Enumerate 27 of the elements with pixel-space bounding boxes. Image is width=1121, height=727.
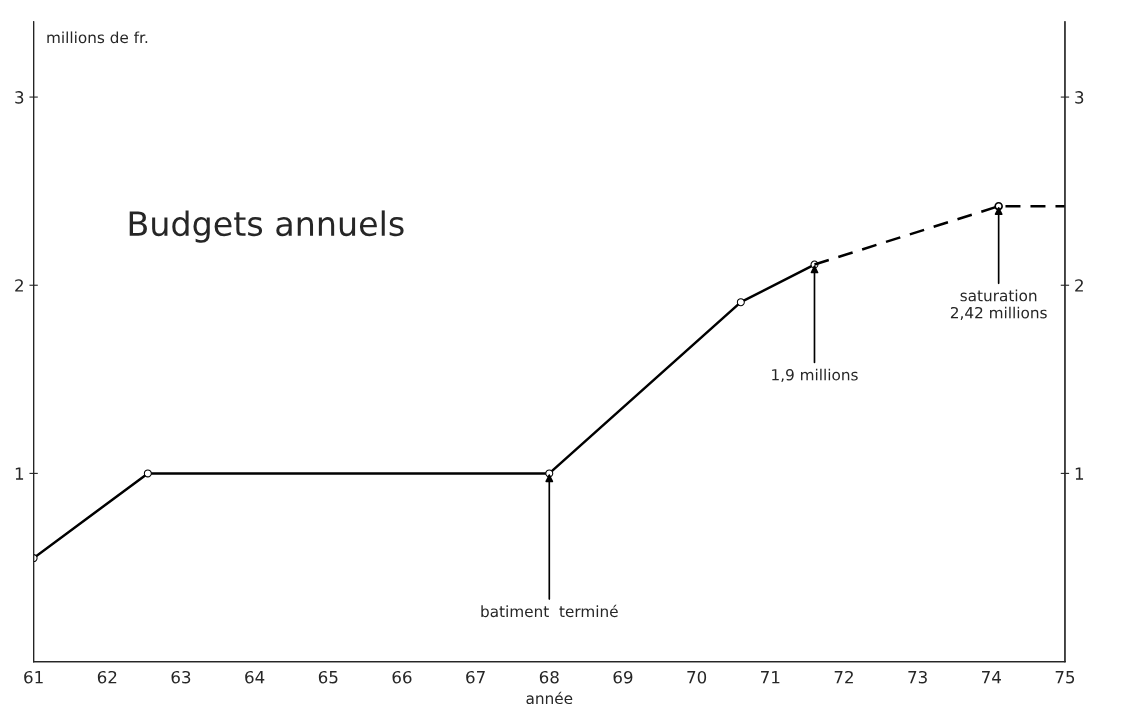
x-tick-label: 70 — [687, 670, 707, 684]
y2-tick-label: 1 — [1075, 467, 1084, 480]
x-tick-label: 62 — [97, 670, 117, 684]
x-axis-title: année — [526, 691, 573, 705]
x-tick-label: 67 — [466, 670, 485, 684]
annotation: 1,9 millions — [772, 368, 858, 383]
x-tick-label: 73 — [908, 670, 927, 684]
y-axis-title: millions de fr. — [47, 31, 148, 44]
annotation: batiment terminé — [481, 604, 618, 618]
text: Budgets annuels — [129, 210, 404, 243]
x-tick-label: 61 — [24, 670, 43, 684]
x-tick-label: 65 — [318, 670, 338, 684]
x-tick-label: 69 — [613, 670, 633, 684]
x-tick-label: 64 — [245, 670, 265, 684]
y-tick-label: 3 — [15, 91, 24, 104]
y-tick-label: 1 — [15, 467, 24, 480]
x-tick-label: 68 — [539, 670, 559, 684]
x-tick-label: 74 — [982, 671, 1001, 684]
y-tick-label: 2 — [15, 279, 23, 292]
x-tick-label: 63 — [171, 670, 191, 684]
x-tick-label: 75 — [1055, 671, 1075, 684]
x-tick-label: 71 — [761, 671, 780, 684]
annotation: saturation 2,42 millions — [950, 289, 1047, 321]
x-tick-label: 72 — [834, 670, 853, 684]
y2-tick-label: 3 — [1075, 91, 1084, 104]
x-tick-label: 66 — [392, 670, 412, 684]
y2-tick-label: 2 — [1075, 279, 1083, 292]
